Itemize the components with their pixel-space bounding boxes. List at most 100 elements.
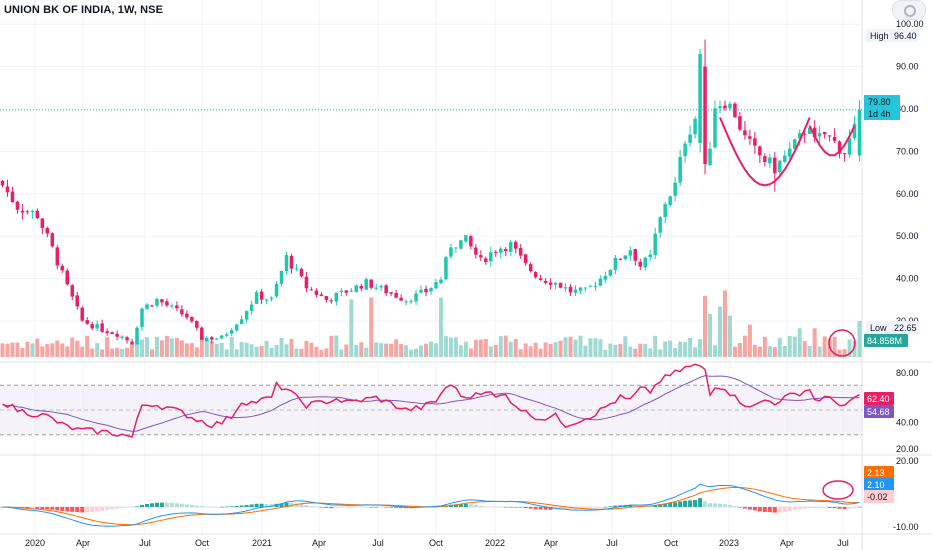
- volume-bar: [75, 340, 80, 357]
- high-label-text: High: [870, 31, 889, 41]
- macd-histogram-bar: [384, 507, 389, 508]
- candle: [857, 100, 862, 162]
- candle-body: [115, 333, 119, 337]
- candle: [314, 288, 319, 298]
- candle-body: [718, 106, 722, 109]
- macd-histogram-bar: [120, 507, 125, 509]
- macd-histogram-bar: [503, 507, 508, 508]
- candle-body: [5, 186, 10, 193]
- candle: [294, 263, 299, 272]
- macd-histogram-bar: [518, 507, 523, 508]
- volume-bar: [424, 343, 429, 357]
- candle-body: [773, 157, 777, 174]
- volume-bar: [568, 336, 573, 357]
- macd-histogram-bar: [757, 507, 762, 512]
- candle: [35, 208, 40, 220]
- candle: [538, 274, 543, 281]
- macd-histogram-bar: [85, 507, 90, 513]
- macd-histogram-bar: [817, 507, 822, 508]
- macd-histogram-bar: [30, 507, 35, 509]
- candle-body: [822, 132, 827, 135]
- candle-body: [394, 293, 398, 298]
- macd-histogram-bar: [613, 505, 618, 507]
- volume-bar: [90, 348, 95, 357]
- volume-bar: [683, 342, 688, 357]
- macd-value-tag: 2.10: [864, 478, 894, 491]
- price-candles[interactable]: [0, 39, 862, 345]
- macd-histogram-bar: [164, 502, 169, 507]
- macd-histogram-bar: [653, 505, 658, 507]
- volume-bar: [618, 344, 623, 357]
- candle-body: [75, 295, 79, 307]
- candle-body: [588, 285, 593, 287]
- candle-body: [85, 320, 89, 324]
- macd-histogram-bar: [279, 503, 284, 507]
- volume-bar: [40, 346, 45, 357]
- volume-bar: [772, 347, 777, 357]
- candle-body: [807, 127, 812, 134]
- macd-histogram-bar: [244, 504, 249, 507]
- volume-bar: [274, 344, 279, 357]
- low-value-text: 22.65: [894, 323, 917, 333]
- macd-histogram-bar: [847, 507, 852, 509]
- candle: [822, 131, 827, 139]
- candle-body: [454, 247, 458, 249]
- macd-histogram-bar: [603, 506, 608, 508]
- macd-histogram-bar: [174, 503, 179, 507]
- macd-histogram-bar: [593, 507, 598, 508]
- candle-body: [374, 287, 378, 289]
- volume-bar: [757, 346, 762, 357]
- candle-body: [25, 211, 30, 213]
- candle-body: [319, 294, 324, 296]
- volume-bar: [169, 338, 174, 357]
- volume-bar: [493, 344, 498, 357]
- volume-bars: [0, 290, 862, 357]
- macd-histogram-bar: [827, 507, 832, 508]
- candle: [414, 290, 418, 305]
- candle-body: [110, 332, 114, 334]
- candle-body: [668, 196, 672, 206]
- volume-bar: [209, 341, 214, 357]
- candle: [105, 328, 109, 336]
- candle-body: [743, 130, 747, 136]
- volume-bar: [693, 347, 698, 357]
- candle-body: [543, 280, 548, 283]
- volume-bar: [364, 347, 369, 357]
- candle-body: [817, 133, 822, 137]
- volume-bar: [110, 348, 115, 357]
- candle-body: [329, 300, 334, 302]
- macd-histogram-bar: [284, 502, 289, 507]
- candle: [309, 287, 314, 291]
- candle: [20, 204, 25, 220]
- candle: [494, 250, 498, 257]
- macd-histogram-bar: [782, 507, 787, 512]
- macd-pane[interactable]: [0, 483, 862, 527]
- macd-histogram-bar: [698, 498, 703, 507]
- macd-histogram-bar: [683, 500, 688, 507]
- candle-body: [608, 269, 613, 276]
- candle: [479, 250, 483, 262]
- candle-body: [409, 301, 413, 303]
- macd-histogram-bar: [239, 505, 244, 507]
- candle: [733, 102, 737, 118]
- candle-body: [180, 309, 184, 315]
- macd-histogram-bar: [344, 507, 349, 508]
- candle-body: [399, 297, 403, 301]
- macd-histogram-bar: [678, 501, 683, 507]
- volume-tag: 84.858M: [864, 334, 908, 347]
- candle-body: [160, 299, 164, 303]
- volume-bar: [438, 297, 443, 357]
- volume-bar: [234, 349, 239, 357]
- volume-bar: [349, 299, 354, 357]
- candle: [185, 310, 189, 320]
- rsi-pane[interactable]: [2, 363, 860, 438]
- volume-bar: [154, 336, 159, 357]
- candle-body: [369, 279, 373, 288]
- volume-bar: [229, 336, 234, 357]
- candle: [210, 335, 214, 344]
- candle-body: [80, 307, 84, 321]
- volume-bar: [379, 343, 384, 357]
- candle-body: [618, 258, 623, 260]
- rsi-value-tag: 62.40: [864, 392, 894, 405]
